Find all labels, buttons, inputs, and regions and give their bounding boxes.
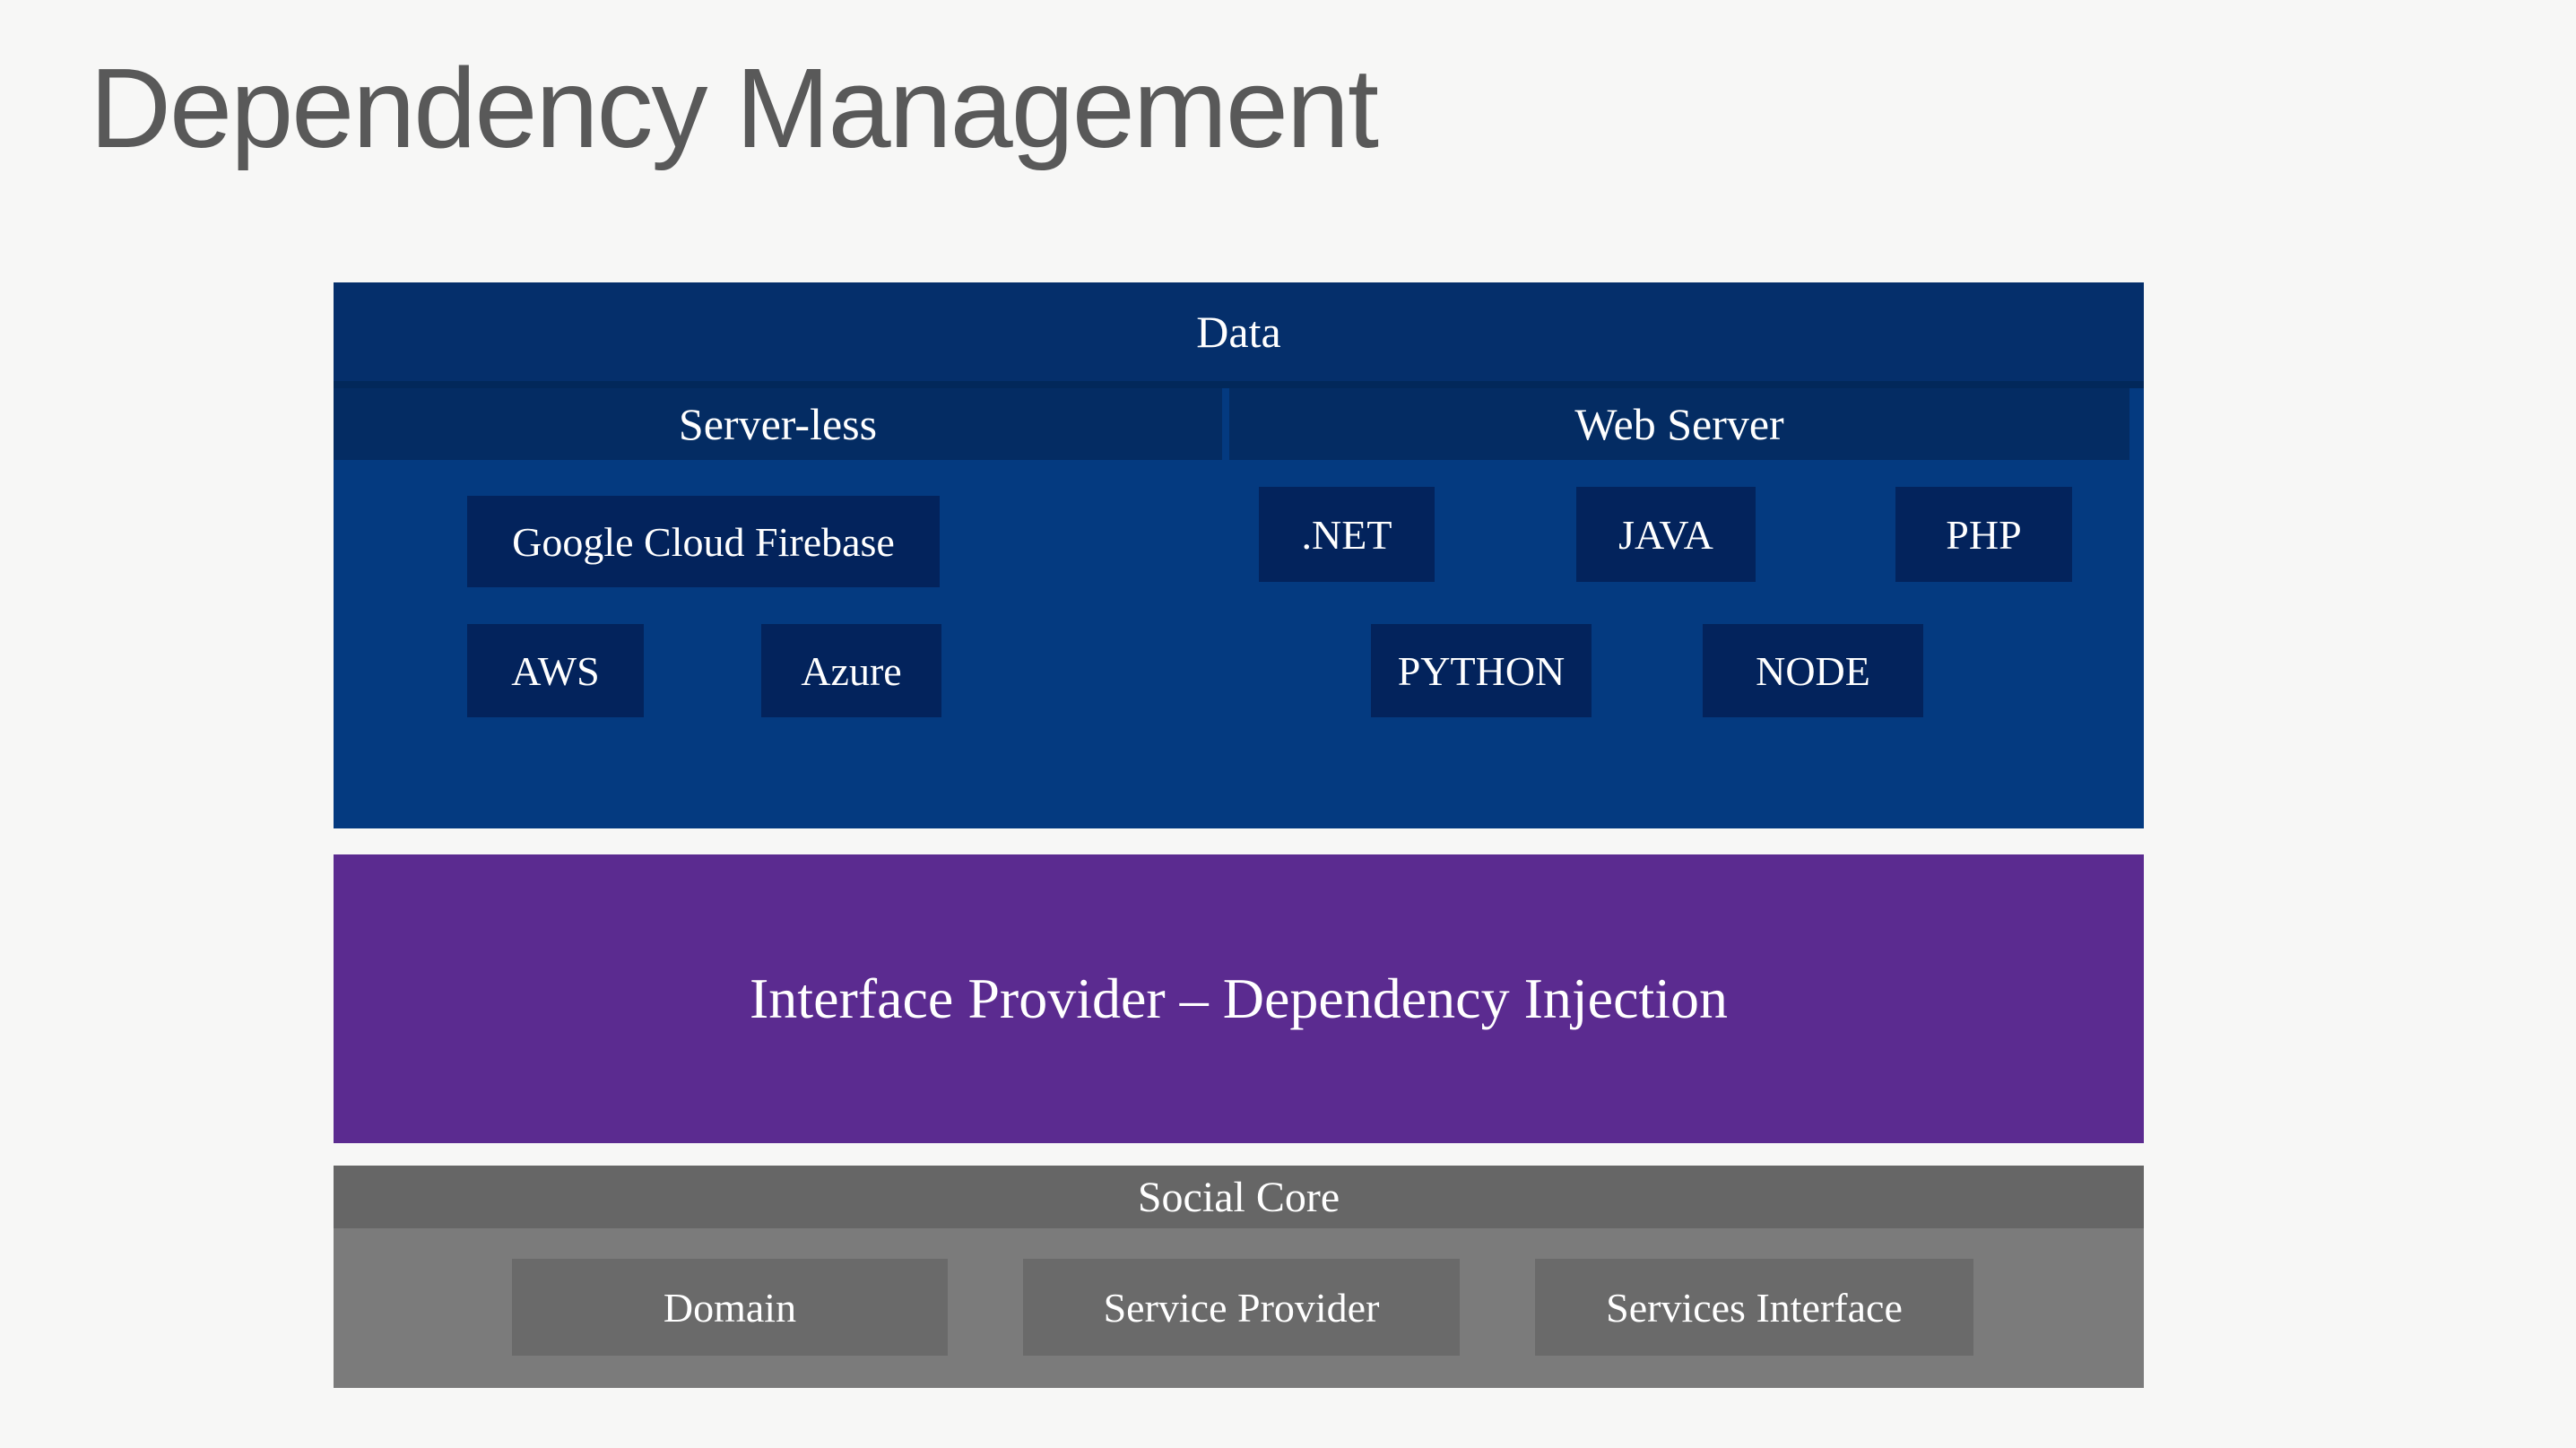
serverless-group-label: Server-less: [678, 399, 878, 449]
serverless-group-header: Server-less: [334, 388, 1222, 460]
box-dotnet: .NET: [1259, 487, 1435, 582]
interface-provider-label: Interface Provider – Dependency Injectio…: [749, 967, 1729, 1030]
box-python: PYTHON: [1371, 624, 1592, 717]
box-service-provider-label: Service Provider: [1103, 1284, 1380, 1331]
box-google-cloud-firebase: Google Cloud Firebase: [467, 496, 940, 587]
box-aws-label: AWS: [511, 647, 600, 694]
box-services-interface: Services Interface: [1535, 1259, 1973, 1356]
box-domain-label: Domain: [663, 1284, 797, 1331]
social-core-header: Social Core: [334, 1166, 2144, 1228]
box-python-label: PYTHON: [1397, 647, 1566, 694]
data-layer-divider: [334, 381, 2144, 388]
box-azure-label: Azure: [801, 647, 902, 694]
box-node: NODE: [1703, 624, 1923, 717]
social-core-title: Social Core: [1137, 1173, 1340, 1221]
social-core-block: Social Core Domain Service Provider Serv…: [334, 1166, 2144, 1388]
box-java-label: JAVA: [1618, 511, 1713, 558]
slide-title: Dependency Management: [90, 45, 1379, 171]
box-aws: AWS: [467, 624, 644, 717]
box-node-label: NODE: [1756, 647, 1870, 694]
box-domain: Domain: [512, 1259, 948, 1356]
box-java: JAVA: [1576, 487, 1756, 582]
data-layer-title: Data: [1196, 307, 1281, 357]
data-layer-block: Data Server-less Web Server Google Cloud…: [334, 282, 2144, 828]
box-services-interface-label: Services Interface: [1606, 1284, 1903, 1331]
interface-provider-block: Interface Provider – Dependency Injectio…: [334, 854, 2144, 1143]
box-dotnet-label: .NET: [1301, 511, 1392, 558]
box-google-cloud-firebase-label: Google Cloud Firebase: [512, 518, 895, 565]
box-php-label: PHP: [1946, 511, 2022, 558]
data-layer-header: Data: [334, 282, 2144, 381]
webserver-group-header: Web Server: [1229, 388, 2129, 460]
box-php: PHP: [1895, 487, 2072, 582]
box-azure: Azure: [761, 624, 941, 717]
webserver-group-label: Web Server: [1574, 399, 1784, 449]
box-service-provider: Service Provider: [1023, 1259, 1460, 1356]
